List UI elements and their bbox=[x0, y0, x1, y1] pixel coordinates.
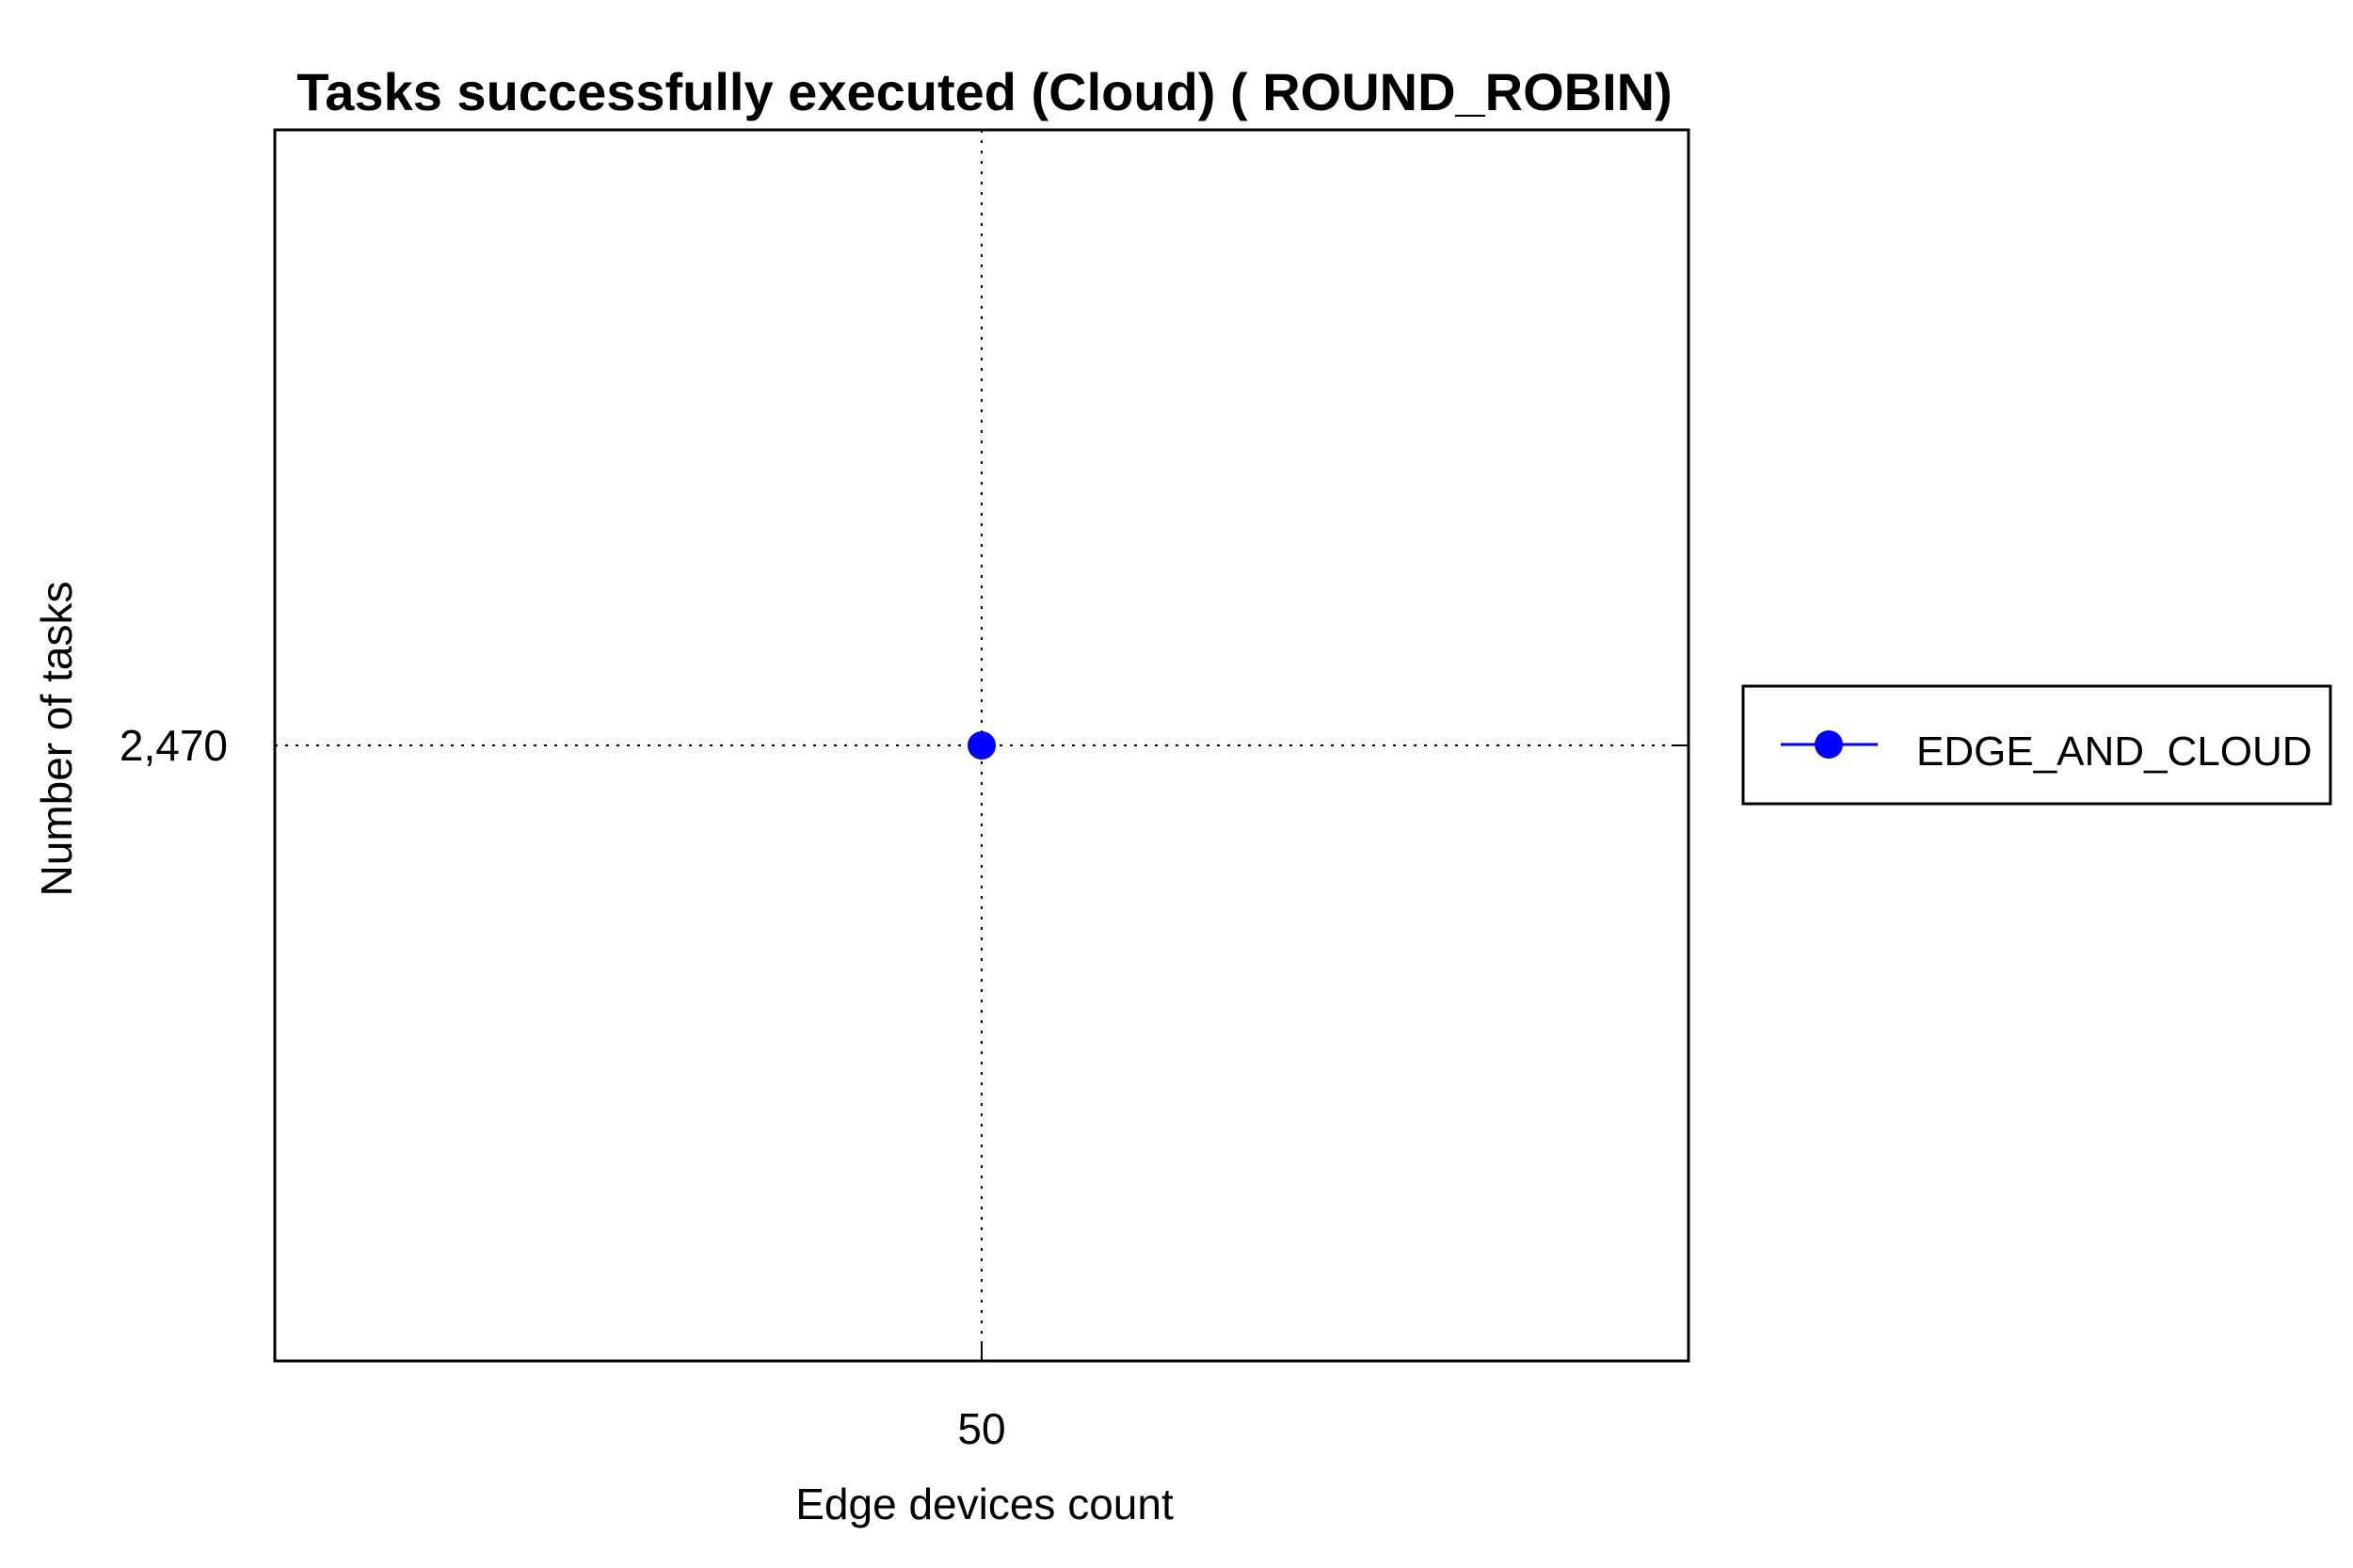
x-axis-label: Edge devices count bbox=[795, 1480, 1174, 1528]
chart-title: Tasks successfully executed (Cloud) ( RO… bbox=[296, 62, 1673, 121]
ticks: 50 2,470 bbox=[120, 721, 1689, 1453]
series bbox=[968, 731, 996, 760]
legend-marker bbox=[1815, 730, 1843, 759]
legend: EDGE_AND_CLOUD bbox=[1741, 684, 2332, 806]
data-point bbox=[968, 731, 996, 760]
y-tick-label: 2,470 bbox=[120, 721, 228, 770]
x-tick-label: 50 bbox=[957, 1404, 1005, 1453]
y-axis-label: Number of tasks bbox=[32, 582, 81, 897]
legend-label: EDGE_AND_CLOUD bbox=[1916, 728, 2313, 775]
